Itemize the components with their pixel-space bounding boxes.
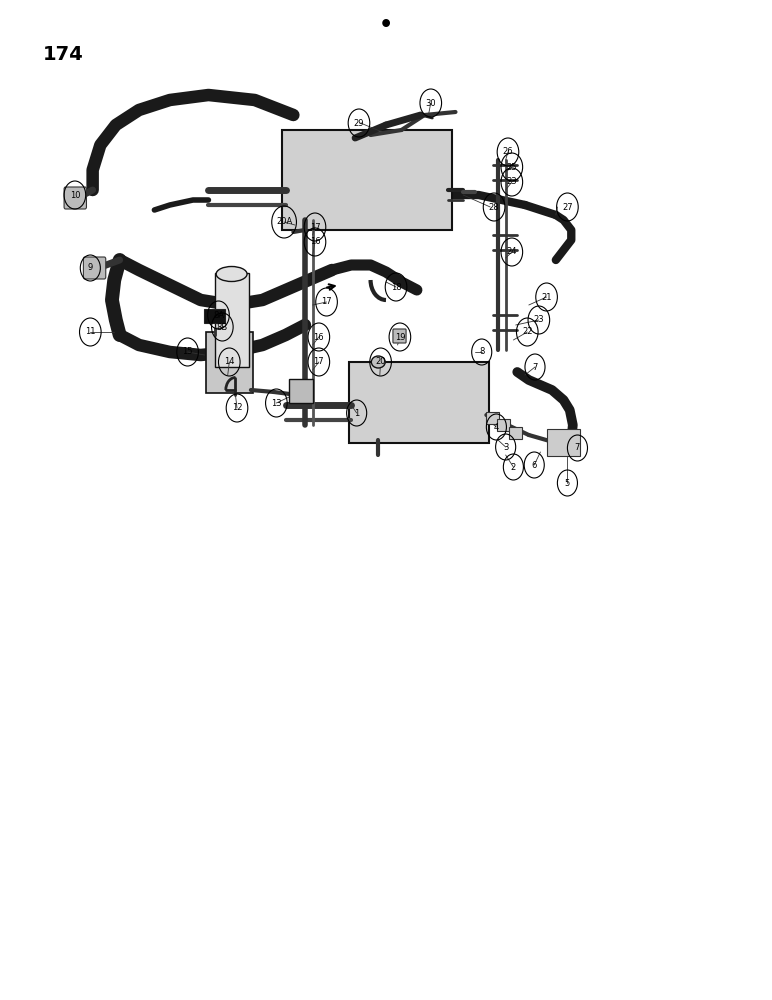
FancyBboxPatch shape: [282, 130, 452, 230]
Text: 23: 23: [533, 316, 544, 324]
Text: 19: 19: [394, 332, 405, 342]
Text: 29: 29: [354, 118, 364, 127]
Text: 1: 1: [354, 408, 359, 418]
FancyBboxPatch shape: [497, 419, 510, 431]
Text: 174: 174: [42, 45, 83, 64]
Text: 28: 28: [489, 202, 499, 212]
Text: 5: 5: [565, 479, 570, 488]
Text: 16: 16: [310, 237, 320, 246]
FancyBboxPatch shape: [64, 187, 86, 209]
Text: 21: 21: [541, 292, 552, 302]
Ellipse shape: [216, 266, 247, 282]
Ellipse shape: [371, 356, 385, 368]
Text: 20: 20: [375, 358, 386, 366]
Text: 8B: 8B: [217, 322, 228, 332]
Text: 30: 30: [425, 99, 436, 107]
FancyBboxPatch shape: [349, 362, 489, 443]
Text: 26: 26: [503, 147, 513, 156]
Text: 7: 7: [533, 362, 537, 371]
Text: 12: 12: [232, 403, 242, 412]
FancyBboxPatch shape: [486, 412, 499, 424]
Text: 23: 23: [506, 178, 517, 186]
FancyBboxPatch shape: [215, 273, 249, 367]
Text: 2: 2: [511, 462, 516, 472]
Text: 8: 8: [479, 348, 484, 357]
Text: 3: 3: [503, 442, 508, 452]
Text: •: •: [379, 15, 393, 35]
Text: 25: 25: [506, 162, 517, 172]
FancyBboxPatch shape: [547, 429, 580, 456]
Text: 6: 6: [532, 460, 537, 470]
Text: 9: 9: [88, 263, 93, 272]
Text: 15: 15: [182, 348, 193, 357]
Text: 10: 10: [69, 190, 80, 200]
Text: 8A: 8A: [213, 310, 224, 320]
FancyBboxPatch shape: [509, 427, 522, 439]
Text: 27: 27: [562, 202, 573, 212]
Text: 24: 24: [506, 247, 517, 256]
Text: 18: 18: [391, 282, 401, 292]
FancyBboxPatch shape: [289, 379, 313, 403]
Text: 17: 17: [321, 298, 332, 306]
FancyBboxPatch shape: [204, 309, 225, 323]
Text: 7: 7: [575, 444, 580, 452]
FancyBboxPatch shape: [393, 329, 406, 343]
Text: 17: 17: [310, 223, 320, 232]
FancyBboxPatch shape: [83, 257, 106, 279]
Text: 13: 13: [271, 398, 282, 408]
Text: 4: 4: [494, 422, 499, 432]
Text: 20A: 20A: [276, 218, 293, 227]
Text: 14: 14: [224, 358, 235, 366]
Text: 11: 11: [85, 328, 96, 336]
Text: 22: 22: [522, 328, 533, 336]
FancyBboxPatch shape: [206, 332, 253, 393]
Text: 16: 16: [313, 332, 324, 342]
Text: 17: 17: [313, 358, 324, 366]
